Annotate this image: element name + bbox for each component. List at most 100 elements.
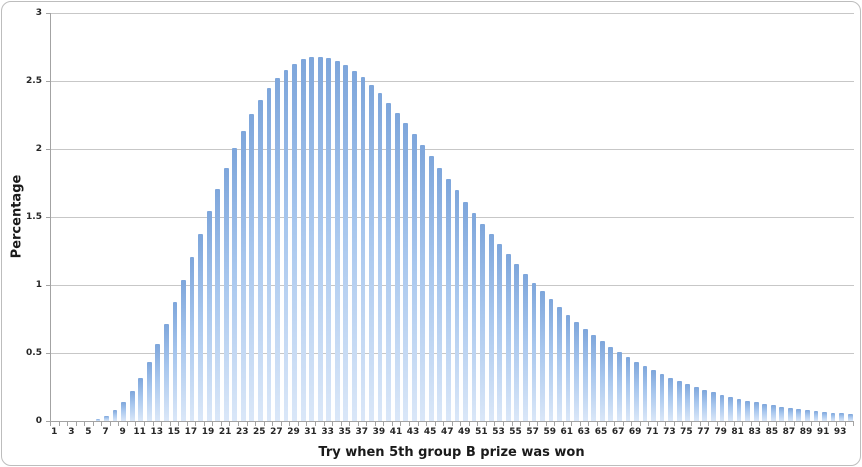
bar-slot — [564, 13, 573, 421]
x-tick — [367, 422, 376, 426]
x-tick — [624, 422, 633, 426]
x-tick — [846, 422, 855, 426]
x-tick — [607, 422, 616, 426]
bar-slot — [658, 13, 667, 421]
x-tick-label: 17 — [184, 427, 198, 437]
x-tick — [572, 422, 581, 426]
bar — [540, 291, 545, 421]
bar-slot — [316, 13, 325, 421]
bar-slot — [495, 13, 504, 421]
bar — [591, 334, 597, 421]
bar-slot — [547, 13, 556, 421]
bar-slot — [273, 13, 282, 421]
bar-slot — [837, 13, 846, 421]
x-tick — [666, 422, 675, 426]
bar — [121, 402, 127, 421]
bar — [710, 392, 716, 421]
bar-slot — [675, 13, 684, 421]
bar — [702, 389, 708, 421]
bar-slot — [162, 13, 171, 421]
x-tick — [709, 422, 718, 426]
bar — [471, 212, 477, 421]
bar-slot — [709, 13, 718, 421]
x-tick — [641, 422, 650, 426]
bar-slot — [60, 13, 69, 421]
x-tick — [564, 422, 573, 426]
bar-slot — [555, 13, 564, 421]
x-tick — [675, 422, 684, 426]
bar — [292, 63, 297, 421]
bar — [223, 168, 229, 421]
bar — [634, 361, 639, 421]
x-tick — [504, 422, 513, 426]
bar — [104, 415, 109, 421]
bar — [454, 190, 460, 421]
bar — [386, 102, 391, 421]
x-tick-label: 35 — [338, 427, 351, 437]
bar — [172, 302, 178, 421]
bar — [155, 343, 161, 421]
bar — [403, 123, 409, 421]
x-tick-label: 15 — [167, 427, 181, 437]
bar — [394, 112, 400, 421]
x-tick — [154, 422, 163, 426]
x-tick — [444, 422, 453, 426]
x-tick — [701, 422, 710, 426]
x-tick-label: 73 — [663, 427, 676, 437]
x-tick-label: 9 — [119, 427, 126, 437]
bar — [599, 340, 605, 421]
bar — [352, 70, 357, 421]
x-tick — [478, 422, 487, 426]
bar — [753, 402, 759, 421]
bar-slot — [359, 13, 368, 421]
bar-slot — [581, 13, 590, 421]
bar-slot — [615, 13, 624, 421]
bar — [480, 223, 485, 421]
bar — [565, 314, 571, 421]
x-tick-label: 31 — [304, 427, 317, 437]
gridline-2.5 — [51, 81, 854, 82]
bar — [659, 374, 665, 421]
bar-slot — [683, 13, 692, 421]
x-tick-label: 51 — [475, 427, 488, 437]
bar-slot — [478, 13, 487, 421]
bar-slot — [530, 13, 539, 421]
bar-slot — [444, 13, 453, 421]
x-tick — [735, 422, 744, 426]
x-tick — [453, 422, 462, 426]
x-tick — [230, 422, 240, 426]
bar — [847, 414, 853, 421]
bar-slot — [307, 13, 316, 421]
bar-slot — [453, 13, 462, 421]
y-tick-label: 2 — [35, 144, 42, 154]
bar-slot — [410, 13, 419, 421]
bar-slot — [521, 13, 530, 421]
x-tick — [513, 422, 522, 426]
bar-slot — [230, 13, 239, 421]
x-axis-title: Try when 5th group B prize was won — [318, 445, 585, 460]
bar-slot — [188, 13, 197, 421]
x-tick-label: 41 — [389, 427, 403, 437]
bar-slot — [718, 13, 727, 421]
bar-slot — [145, 13, 154, 421]
bar-slot — [119, 13, 128, 421]
bar — [616, 351, 622, 421]
bar-slot — [325, 13, 334, 421]
bar-slot — [752, 13, 761, 421]
y-tick-label: 0.5 — [26, 348, 42, 358]
bar-slot — [68, 13, 77, 421]
bar-slot — [384, 13, 393, 421]
bar — [787, 407, 793, 421]
bar — [839, 413, 844, 421]
bar — [428, 156, 434, 421]
bar-slot — [846, 13, 855, 421]
x-tick — [119, 422, 128, 426]
x-tick-label: 53 — [492, 427, 505, 437]
bar — [215, 188, 221, 421]
x-tick — [325, 422, 334, 426]
x-tick — [239, 422, 248, 426]
bar — [360, 77, 366, 421]
bar-slot — [513, 13, 522, 421]
gridline-0.5 — [51, 353, 854, 354]
x-tick-label: 55 — [509, 427, 522, 437]
